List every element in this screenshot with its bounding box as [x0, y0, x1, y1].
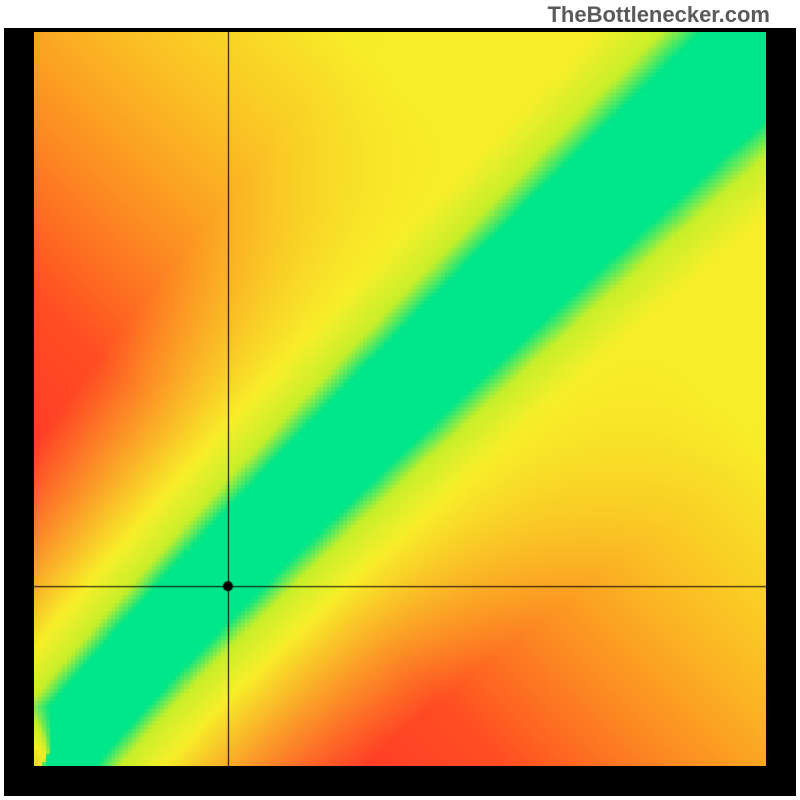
frame-top [4, 28, 796, 32]
frame-right [766, 32, 796, 766]
bottleneck-heatmap [34, 32, 766, 766]
watermark-text: TheBottlenecker.com [547, 2, 770, 28]
frame-left [4, 32, 34, 766]
frame-bottom [4, 766, 796, 796]
